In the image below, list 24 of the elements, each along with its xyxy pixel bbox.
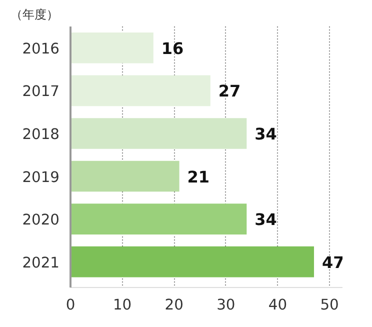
bar <box>70 118 247 149</box>
y-tick-label: 2019 <box>22 168 60 186</box>
x-tick-label: 20 <box>164 296 184 314</box>
x-tick-label: 30 <box>216 296 236 314</box>
bar <box>70 32 154 64</box>
bar <box>70 75 210 106</box>
x-tick-label: 10 <box>112 296 132 314</box>
y-tick-label: 2016 <box>22 40 60 58</box>
x-tick-label: 40 <box>268 296 288 314</box>
data-label: 21 <box>187 167 210 186</box>
y-tick-label: 2018 <box>22 126 60 143</box>
x-tick-label: 0 <box>66 296 76 314</box>
y-tick-label: 2020 <box>22 212 60 229</box>
bar <box>70 246 314 278</box>
x-tick-label: 50 <box>320 296 339 314</box>
y-axis-title: （年度） <box>10 8 58 22</box>
data-label: 34 <box>254 210 277 230</box>
data-label: 27 <box>218 82 241 101</box>
y-tick-label: 2021 <box>22 254 60 272</box>
bar <box>70 204 247 234</box>
data-label: 34 <box>254 124 277 144</box>
bar <box>70 160 180 192</box>
y-tick-label: 2017 <box>22 83 60 100</box>
data-label: 16 <box>161 38 184 58</box>
